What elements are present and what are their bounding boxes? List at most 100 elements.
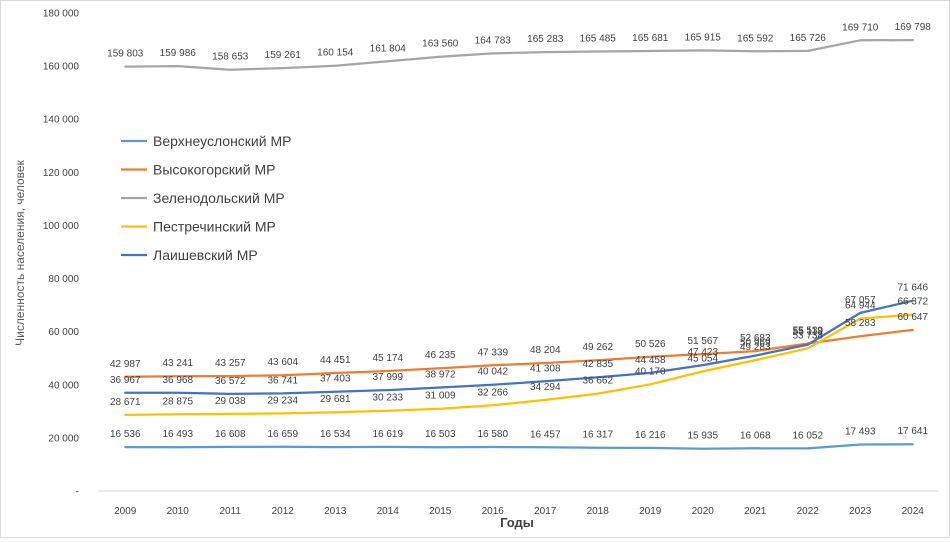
data-label: 36 662 — [582, 376, 613, 387]
data-label: 49 262 — [582, 342, 613, 353]
data-label: 159 261 — [265, 50, 302, 61]
data-label: 16 608 — [215, 429, 246, 440]
x-tick-label: 2018 — [587, 506, 610, 517]
data-label: 15 935 — [687, 431, 718, 442]
data-label: 16 457 — [530, 429, 561, 440]
data-label: 165 592 — [737, 33, 774, 44]
data-label: 16 493 — [162, 429, 193, 440]
data-label: 37 999 — [372, 372, 403, 383]
legend-label: Лаишевский МР — [153, 247, 258, 263]
data-label: 40 042 — [477, 367, 508, 378]
data-label: 16 317 — [582, 430, 613, 441]
data-label: 16 534 — [320, 429, 351, 440]
data-label: 165 283 — [527, 34, 564, 45]
data-label: 46 235 — [425, 350, 456, 361]
y-tick-label: 180 000 — [43, 9, 80, 20]
x-tick-label: 2010 — [167, 506, 190, 517]
y-tick-label: - — [76, 487, 79, 498]
data-label: 159 986 — [160, 48, 197, 59]
legend-label: Верхнеуслонский МР — [153, 133, 291, 149]
data-label: 47 423 — [687, 347, 718, 358]
data-label: 42 835 — [582, 359, 613, 370]
data-label: 28 671 — [110, 397, 141, 408]
data-label: 165 485 — [580, 34, 617, 45]
data-label: 71 646 — [897, 283, 928, 294]
data-label: 16 580 — [477, 429, 508, 440]
data-label: 31 009 — [425, 391, 456, 402]
data-label: 67 057 — [845, 295, 876, 306]
y-tick-label: 20 000 — [48, 433, 79, 444]
data-label: 42 987 — [110, 359, 141, 370]
legend-label: Зеленодольский МР — [153, 190, 285, 206]
data-label: 29 681 — [320, 394, 351, 405]
x-tick-label: 2021 — [744, 506, 767, 517]
data-label: 50 969 — [740, 338, 771, 349]
x-tick-label: 2014 — [377, 506, 400, 517]
x-axis-title: Годы — [500, 515, 534, 530]
y-axis-title: Численность населения, человек — [13, 159, 27, 345]
data-label: 38 972 — [425, 370, 456, 381]
y-tick-label: 120 000 — [43, 168, 80, 179]
data-label: 30 233 — [372, 393, 403, 404]
x-tick-label: 2012 — [272, 506, 295, 517]
data-label: 50 526 — [635, 339, 666, 350]
data-label: 16 052 — [792, 430, 823, 441]
data-label: 158 653 — [212, 52, 249, 63]
data-label: 16 619 — [372, 429, 403, 440]
x-tick-label: 2013 — [324, 506, 347, 517]
x-tick-label: 2019 — [639, 506, 662, 517]
data-label: 16 216 — [635, 430, 666, 441]
data-label: 44 451 — [320, 355, 351, 366]
data-label: 163 560 — [422, 39, 459, 50]
x-tick-label: 2017 — [534, 506, 557, 517]
data-label: 66 372 — [897, 297, 928, 308]
data-label: 165 726 — [790, 33, 827, 44]
y-tick-label: 100 000 — [43, 221, 80, 232]
data-label: 45 174 — [372, 353, 403, 364]
y-tick-label: 160 000 — [43, 62, 80, 73]
x-tick-label: 2024 — [902, 506, 925, 517]
x-tick-label: 2022 — [797, 506, 820, 517]
x-tick-label: 2015 — [429, 506, 452, 517]
data-label: 51 567 — [687, 336, 718, 347]
data-label: 36 968 — [162, 375, 193, 386]
data-label: 47 339 — [477, 347, 508, 358]
y-tick-label: 80 000 — [48, 274, 79, 285]
y-tick-label: 140 000 — [43, 115, 80, 126]
data-label: 41 308 — [530, 363, 561, 374]
data-label: 16 503 — [425, 429, 456, 440]
data-label: 48 204 — [530, 345, 561, 356]
data-label: 36 572 — [215, 376, 246, 387]
x-tick-label: 2023 — [849, 506, 872, 517]
data-label: 55 118 — [793, 327, 823, 338]
data-label: 16 659 — [267, 429, 298, 440]
series-line — [125, 444, 913, 449]
data-label: 29 038 — [215, 396, 246, 407]
data-label: 43 604 — [267, 357, 298, 368]
data-label: 43 241 — [162, 358, 193, 369]
data-label: 164 783 — [475, 35, 512, 46]
data-label: 40 170 — [635, 366, 666, 377]
data-label: 36 741 — [267, 375, 298, 386]
data-label: 58 283 — [845, 318, 876, 329]
data-label: 160 154 — [317, 48, 354, 59]
data-label: 34 294 — [530, 382, 561, 393]
data-label: 165 915 — [685, 32, 722, 43]
data-label: 165 681 — [632, 33, 669, 44]
data-label: 44 458 — [635, 355, 666, 366]
data-label: 28 875 — [162, 396, 193, 407]
legend-label: Пестречинский МР — [153, 219, 276, 235]
data-label: 169 710 — [842, 22, 879, 33]
data-label: 16 536 — [110, 429, 141, 440]
x-tick-label: 2009 — [114, 506, 137, 517]
data-label: 43 257 — [215, 358, 246, 369]
data-label: 29 234 — [267, 395, 298, 406]
data-label: 37 403 — [320, 374, 351, 385]
data-label: 159 803 — [107, 49, 144, 60]
data-label: 32 266 — [477, 387, 508, 398]
data-label: 169 798 — [895, 22, 932, 33]
